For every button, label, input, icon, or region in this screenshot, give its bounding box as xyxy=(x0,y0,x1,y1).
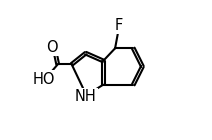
Text: HO: HO xyxy=(32,72,55,87)
Text: O: O xyxy=(46,40,58,55)
Text: NH: NH xyxy=(75,89,97,104)
Text: F: F xyxy=(114,18,123,33)
